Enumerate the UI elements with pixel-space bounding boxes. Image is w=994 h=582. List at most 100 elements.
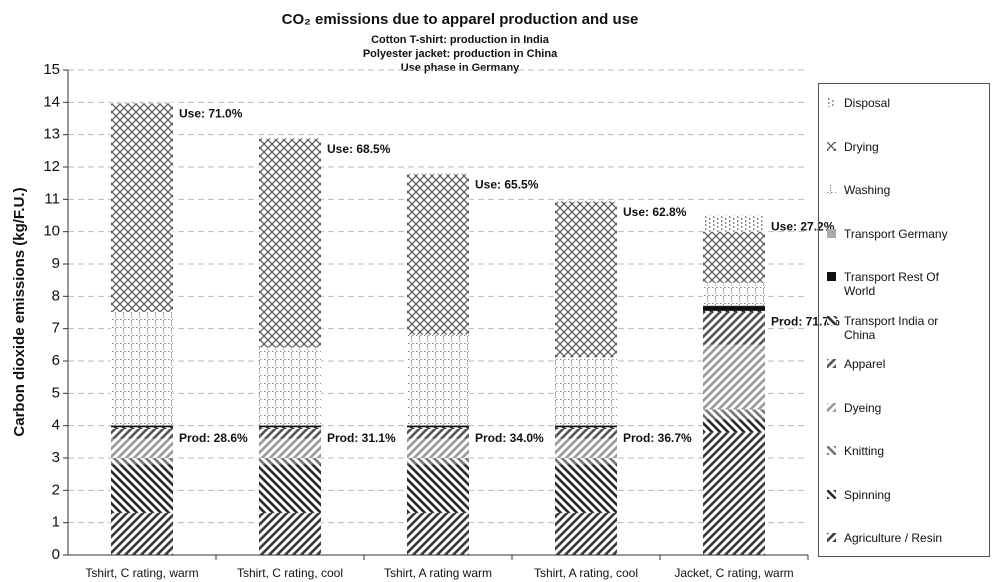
bar-segment (111, 311, 173, 426)
bar-segment (259, 347, 321, 426)
bar-segment (407, 428, 469, 439)
legend-swatch-fill (827, 185, 836, 194)
bar-segment (259, 512, 321, 555)
legend-swatch (827, 402, 836, 412)
bar-segment (555, 200, 617, 202)
legend-item: Transport Rest Of World (827, 270, 960, 298)
bar-segment (703, 432, 765, 555)
x-tick-label: Tshirt, C rating, cool (237, 566, 343, 580)
bar-segment (555, 464, 617, 513)
annotation: Prod: 36.7% (623, 431, 692, 445)
bar-segment (259, 138, 321, 348)
legend-label: Apparel (844, 357, 886, 371)
legend-item: Apparel (827, 357, 960, 371)
legend-label: Transport Rest Of World (844, 270, 939, 298)
legend: Disposal Drying Washing Transport Germany Tr… (818, 83, 990, 557)
bar-segment (259, 428, 321, 439)
bar-segment (703, 419, 765, 433)
y-tick-label: 7 (52, 320, 60, 337)
bar-segment (703, 310, 765, 313)
bar-segment (111, 464, 173, 513)
annotation: Use: 71.0% (179, 107, 243, 121)
bar-segment (111, 428, 173, 439)
legend-label: Drying (844, 139, 879, 154)
bar-segment (259, 458, 321, 465)
y-tick-label: 2 (52, 481, 60, 498)
bar-segment (407, 458, 469, 465)
x-tick-label: Jacket, C rating, warm (674, 566, 793, 580)
legend-swatch (827, 272, 836, 281)
legend-item: Knitting (827, 444, 960, 458)
legend-swatch-fill (827, 359, 836, 368)
legend-item: Dyeing (827, 401, 960, 415)
bar-segment (407, 425, 469, 426)
annotation: Prod: 34.0% (475, 431, 544, 445)
bar-segment (259, 425, 321, 426)
legend-swatch-fill (827, 98, 836, 107)
legend-swatch-fill (827, 489, 836, 499)
legend-swatch-fill (827, 533, 836, 542)
y-tick-label: 8 (52, 287, 60, 304)
legend-item: Drying (827, 140, 960, 154)
y-tick-label: 14 (43, 93, 60, 110)
legend-swatch (827, 185, 836, 194)
legend-label: Disposal (844, 96, 891, 110)
annotation: Use: 65.5% (475, 178, 539, 192)
bar-segment (407, 512, 469, 555)
annotation: Prod: 31.1% (327, 431, 396, 445)
legend-label: Transport India or China (844, 313, 939, 342)
y-tick-label: 6 (52, 352, 60, 369)
bar-segment (407, 438, 469, 458)
y-tick-label: 12 (43, 158, 60, 175)
legend-label: Agriculture / Resin (844, 531, 943, 545)
legend-swatch-fill (827, 315, 836, 325)
legend-item: Transport Germany (827, 227, 960, 241)
bar-segment (111, 458, 173, 465)
x-tick-label: Tshirt, A rating, cool (534, 566, 638, 580)
legend-label: Dyeing (844, 400, 882, 415)
bar-segment (407, 427, 469, 429)
legend-swatch-fill (827, 272, 836, 281)
bar-segment (555, 425, 617, 428)
y-tick-label: 10 (43, 223, 60, 240)
legend-label: Transport Germany (844, 226, 948, 241)
legend-item: Transport India or China (827, 314, 960, 342)
bar-segment (703, 215, 765, 232)
subtitle: Cotton T-shirt: production in India (371, 34, 550, 46)
y-tick-label: 11 (44, 190, 60, 207)
y-tick-label: 3 (52, 449, 60, 466)
bar-segment (703, 344, 765, 410)
bar-segment (555, 458, 617, 465)
bar-segment (111, 425, 173, 426)
bar-segment (259, 427, 321, 429)
legend-swatch (827, 489, 836, 499)
legend-item: Washing (827, 183, 960, 197)
bar-segment (259, 438, 321, 458)
bar-segment (703, 282, 765, 306)
bar-segment (407, 464, 469, 513)
bar-segment (111, 512, 173, 555)
bar-segment (259, 425, 321, 428)
legend-swatch-fill (827, 446, 836, 455)
y-tick-label: 0 (52, 546, 60, 563)
y-tick-label: 4 (52, 417, 60, 434)
legend-item: Spinning (827, 488, 960, 502)
y-tick-label: 9 (52, 255, 60, 272)
legend-swatch (827, 228, 836, 238)
subtitle: Use phase in Germany (401, 62, 520, 74)
bar-segment (555, 428, 617, 439)
bar-segment (407, 173, 469, 175)
y-tick-label: 5 (52, 384, 60, 401)
bar-segment (407, 334, 469, 426)
legend-swatch (827, 446, 836, 455)
bar-segment (555, 427, 617, 429)
bar-segment (407, 425, 469, 428)
legend-swatch (827, 315, 836, 325)
bar-segment (555, 512, 617, 555)
bar-segment (407, 174, 469, 335)
bar-segment (555, 438, 617, 458)
legend-swatch (827, 98, 836, 107)
bar-segment (703, 409, 765, 420)
